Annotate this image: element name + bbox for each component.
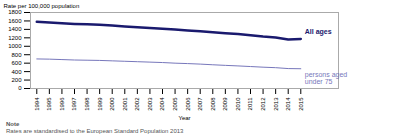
svg-text:2002: 2002 [134, 97, 140, 111]
svg-text:1994: 1994 [34, 97, 40, 111]
svg-text:All ages: All ages [305, 28, 332, 36]
svg-text:600: 600 [11, 60, 22, 66]
svg-text:2009: 2009 [222, 97, 228, 111]
svg-text:2005: 2005 [172, 97, 178, 111]
svg-text:2015: 2015 [298, 97, 304, 111]
svg-text:Rate per 100,000 population: Rate per 100,000 population [4, 3, 80, 9]
svg-text:2008: 2008 [210, 97, 216, 111]
svg-text:400: 400 [11, 69, 22, 75]
svg-text:1000: 1000 [8, 43, 22, 49]
svg-text:200: 200 [11, 77, 22, 83]
svg-text:2007: 2007 [197, 97, 203, 111]
svg-text:1999: 1999 [97, 97, 103, 111]
svg-text:1996: 1996 [59, 97, 65, 111]
svg-text:2004: 2004 [159, 97, 165, 111]
svg-text:2014: 2014 [285, 97, 291, 111]
svg-text:2011: 2011 [247, 97, 253, 111]
html-text:Note: Note [6, 121, 20, 127]
svg-text:2013: 2013 [273, 97, 279, 111]
svg-text:2006: 2006 [185, 97, 191, 111]
html-text:Rates are standardised to the: Rates are standardised to the European S… [6, 127, 184, 134]
svg-text:2012: 2012 [260, 97, 266, 111]
svg-text:2003: 2003 [147, 97, 153, 111]
svg-text:2001: 2001 [122, 97, 128, 111]
svg-text:1200: 1200 [8, 35, 22, 41]
svg-text:1998: 1998 [84, 97, 90, 111]
svg-text:2010: 2010 [235, 97, 241, 111]
svg-text:1997: 1997 [71, 97, 77, 111]
svg-text:0: 0 [18, 85, 22, 91]
svg-text:800: 800 [11, 52, 22, 58]
svg-text:2000: 2000 [109, 97, 115, 111]
svg-text:1995: 1995 [46, 97, 52, 111]
svg-text:1600: 1600 [8, 18, 22, 24]
svg-text:1400: 1400 [8, 26, 22, 32]
svg-text:Year: Year [178, 115, 190, 121]
svg-text:1800: 1800 [8, 9, 22, 15]
svg-text:persons agedunder 75: persons agedunder 75 [305, 71, 348, 85]
